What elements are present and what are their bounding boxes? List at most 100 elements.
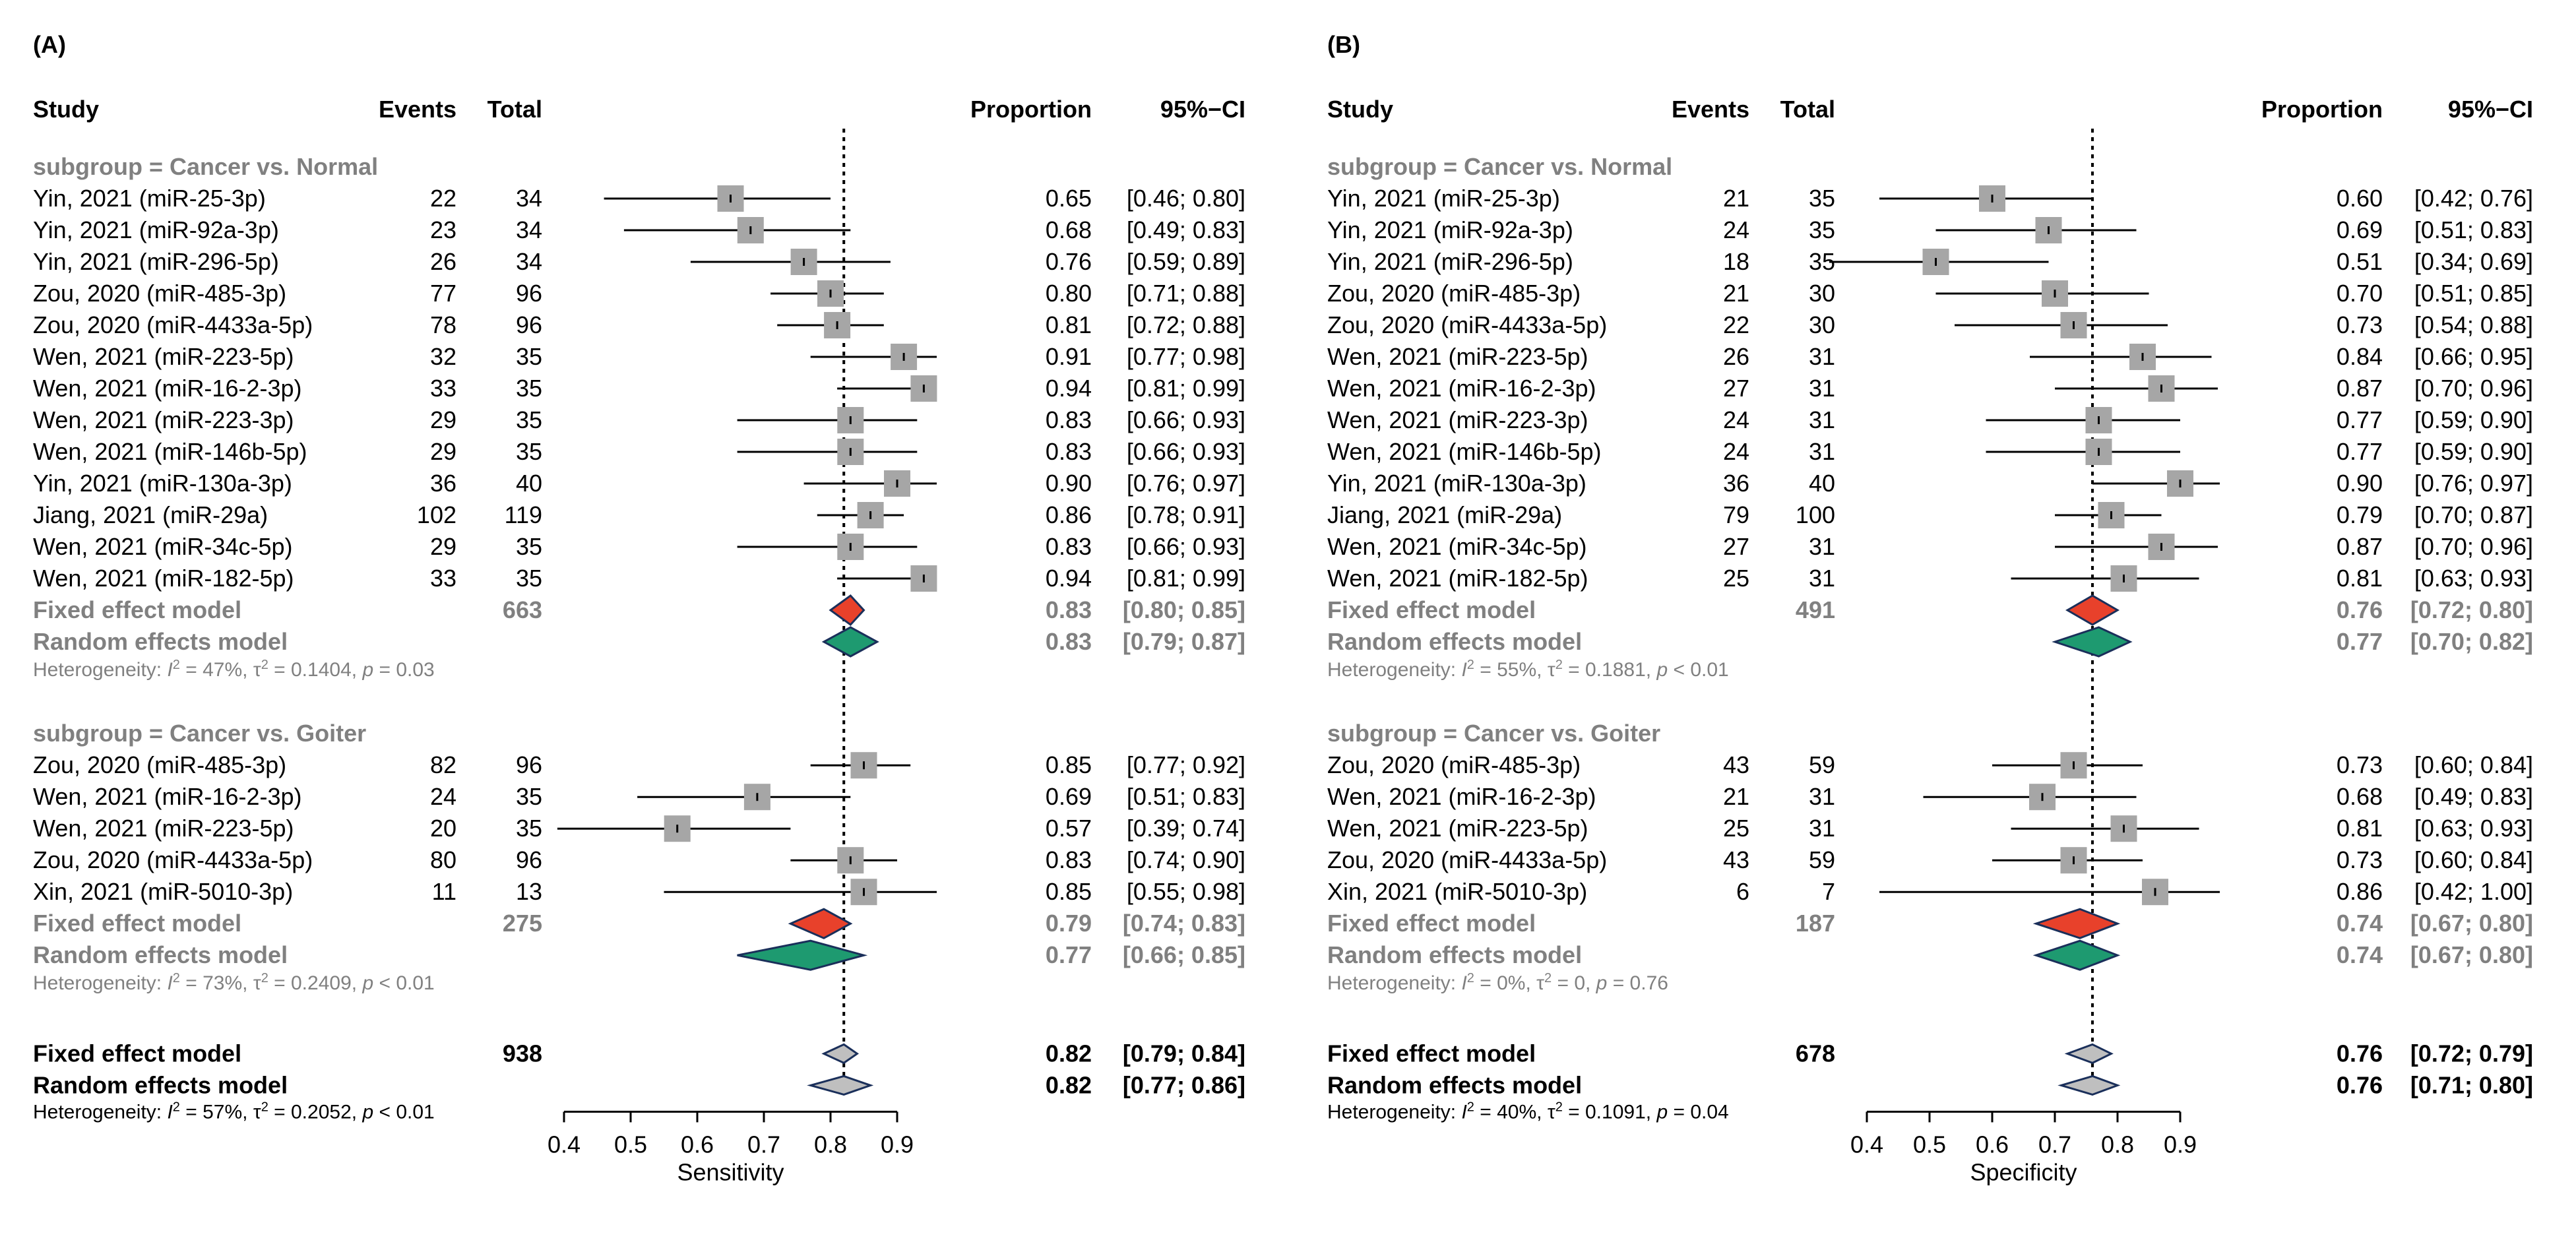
study-name: Wen, 2021 (miR-16-2-3p)	[1327, 783, 1596, 810]
study-proportion: 0.57	[1046, 815, 1092, 842]
study-events: 24	[1723, 216, 1749, 243]
model-label: Fixed effect model	[33, 596, 241, 623]
study-proportion: 0.87	[2337, 375, 2383, 402]
heterogeneity-tau-val: = 0.1404,	[268, 659, 363, 681]
study-proportion: 0.91	[1046, 343, 1092, 370]
study-total: 35	[516, 783, 542, 810]
heterogeneity-p: p	[361, 659, 373, 681]
study-ci: [0.60; 0.84]	[2414, 846, 2533, 873]
heterogeneity-tau: τ	[253, 1101, 261, 1123]
study-events: 102	[417, 501, 456, 528]
fixed-effect-diamond	[2065, 594, 2120, 626]
model-total: 663	[503, 596, 542, 623]
study-ci: [0.74; 0.90]	[1127, 846, 1245, 873]
heterogeneity-i-val: = 47%,	[180, 659, 253, 681]
study-total: 31	[1809, 406, 1835, 433]
model-label: Random effects model	[33, 941, 288, 968]
study-ci: [0.42; 1.00]	[2414, 878, 2533, 905]
study-total: 30	[1809, 311, 1835, 338]
study-name: Wen, 2021 (miR-146b-5p)	[33, 438, 307, 465]
random-effects-diamond	[737, 939, 868, 971]
study-name: Yin, 2021 (miR-296-5p)	[1327, 248, 1573, 275]
study-total: 30	[1809, 280, 1835, 307]
study-ci: [0.72; 0.88]	[1127, 311, 1245, 338]
study-proportion: 0.84	[2337, 343, 2383, 370]
study-name: Yin, 2021 (miR-25-3p)	[33, 185, 266, 212]
study-proportion: 0.77	[2337, 438, 2383, 465]
heterogeneity-tau-val: = 0.2409,	[268, 972, 363, 994]
study-ci: [0.78; 0.91]	[1127, 501, 1245, 528]
study-ci: [0.76; 0.97]	[1127, 470, 1245, 497]
heterogeneity-tau-sup: 2	[261, 1100, 268, 1114]
subgroup-label: subgroup = Cancer vs. Goiter	[1327, 720, 1660, 747]
study-name: Xin, 2021 (miR-5010-3p)	[33, 878, 293, 905]
heterogeneity-i: I	[1461, 1101, 1466, 1123]
study-name: Yin, 2021 (miR-25-3p)	[1327, 185, 1560, 212]
heterogeneity-p-val: = 0.76	[1607, 972, 1668, 994]
study-events: 77	[430, 280, 456, 307]
heterogeneity-text: Heterogeneity: I2 = 47%, τ2 = 0.1404, p …	[33, 658, 435, 681]
study-ci: [0.63; 0.93]	[2414, 815, 2533, 842]
study-ci: [0.70; 0.87]	[2414, 501, 2533, 528]
model-ci: [0.80; 0.85]	[1123, 596, 1245, 623]
heterogeneity-i-sup: 2	[173, 971, 180, 985]
study-proportion: 0.90	[2337, 470, 2383, 497]
fixed-effect-diamond	[829, 594, 865, 626]
heterogeneity-i-val: = 0%,	[1474, 972, 1536, 994]
study-events: 29	[430, 438, 456, 465]
study-total: 31	[1809, 815, 1835, 842]
study-ci: [0.59; 0.90]	[2414, 438, 2533, 465]
model-label: Random effects model	[33, 1071, 288, 1098]
model-label: Fixed effect model	[1327, 910, 1536, 937]
study-events: 25	[1723, 815, 1749, 842]
heterogeneity-tau: τ	[253, 659, 261, 681]
study-proportion: 0.80	[1046, 280, 1092, 307]
random-effects-diamond	[2058, 1075, 2121, 1096]
study-name: Wen, 2021 (miR-146b-5p)	[1327, 438, 1602, 465]
heterogeneity-text: Heterogeneity: I2 = 57%, τ2 = 0.2052, p …	[33, 1100, 435, 1123]
random-effects-diamond	[821, 626, 879, 658]
study-name: Wen, 2021 (miR-223-5p)	[33, 343, 294, 370]
header-ci: 95%−CI	[1160, 96, 1245, 123]
study-ci: [0.51; 0.83]	[1127, 783, 1245, 810]
study-name: Wen, 2021 (miR-34c-5p)	[33, 533, 293, 560]
subgroup-label: subgroup = Cancer vs. Normal	[1327, 153, 1672, 180]
study-name: Wen, 2021 (miR-16-2-3p)	[33, 783, 302, 810]
heterogeneity-tau-val: = 0.1881,	[1563, 659, 1657, 681]
study-ci: [0.55; 0.98]	[1127, 878, 1245, 905]
study-events: 33	[430, 565, 456, 592]
heterogeneity-i-sup: 2	[1467, 971, 1474, 985]
model-ci: [0.70; 0.82]	[2410, 628, 2533, 655]
study-name: Zou, 2020 (miR-485-3p)	[1327, 280, 1581, 307]
study-name: Yin, 2021 (miR-130a-3p)	[1327, 470, 1586, 497]
study-name: Jiang, 2021 (miR-29a)	[1327, 501, 1562, 528]
model-proportion: 0.79	[1046, 910, 1092, 937]
study-ci: [0.49; 0.83]	[1127, 216, 1245, 243]
study-total: 31	[1809, 438, 1835, 465]
study-ci: [0.70; 0.96]	[2414, 533, 2533, 560]
study-total: 96	[516, 280, 542, 307]
header-ci: 95%−CI	[2448, 96, 2533, 123]
heterogeneity-tau: τ	[1536, 972, 1544, 994]
model-ci: [0.66; 0.85]	[1123, 941, 1245, 968]
heterogeneity-tau-sup: 2	[1555, 658, 1563, 672]
study-total: 34	[516, 248, 542, 275]
heterogeneity-i: I	[167, 1101, 172, 1123]
heterogeneity-p: p	[361, 1101, 373, 1123]
study-ci: [0.77; 0.98]	[1127, 343, 1245, 370]
model-proportion: 0.83	[1046, 596, 1092, 623]
study-events: 79	[1723, 501, 1749, 528]
study-proportion: 0.69	[2337, 216, 2383, 243]
study-ci: [0.63; 0.93]	[2414, 565, 2533, 592]
heterogeneity-tau: τ	[253, 972, 261, 994]
header-proportion: Proportion	[970, 96, 1092, 123]
study-total: 31	[1809, 343, 1835, 370]
fixed-effect-diamond	[2032, 908, 2121, 939]
model-label: Random effects model	[1327, 941, 1582, 968]
study-name: Zou, 2020 (miR-4433a-5p)	[33, 846, 313, 873]
model-ci: [0.79; 0.87]	[1123, 628, 1245, 655]
fixed-effect-diamond	[2064, 1043, 2114, 1065]
study-events: 6	[1736, 878, 1749, 905]
study-events: 33	[430, 375, 456, 402]
study-name: Yin, 2021 (miR-130a-3p)	[33, 470, 292, 497]
